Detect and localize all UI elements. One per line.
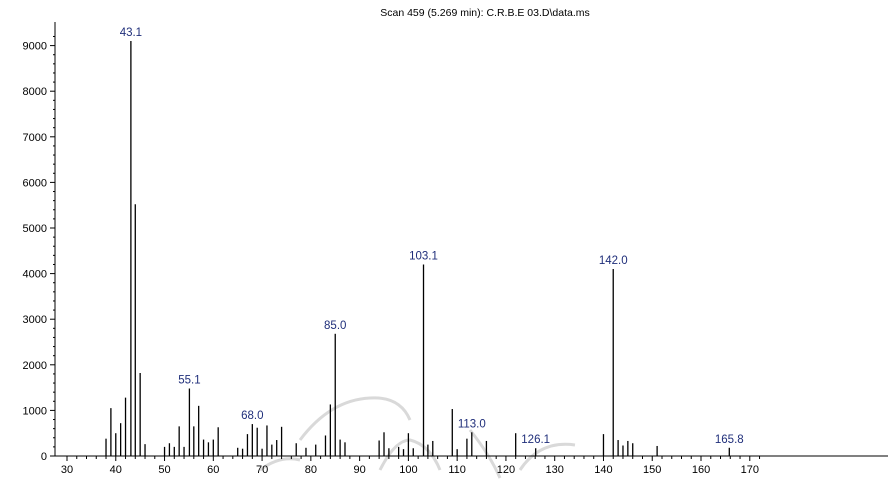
x-tick-label-40: 40 — [110, 464, 122, 476]
peak-label-43.1: 43.1 — [120, 27, 142, 39]
spectrum-peaks — [105, 41, 730, 456]
x-tick-label-30: 30 — [61, 464, 73, 476]
y-tick-label-1000: 1000 — [23, 405, 47, 417]
x-tick-label-140: 140 — [594, 464, 612, 476]
x-tick-label-100: 100 — [399, 464, 417, 476]
peak-label-165.8: 165.8 — [715, 434, 744, 446]
peak-labels: 43.1 55.1 68.0 85.0 103.1 113.0 126.1 142.0 165.… — [120, 27, 744, 446]
x-tick-label-110: 110 — [448, 464, 466, 476]
peak-label-103.1: 103.1 — [409, 250, 438, 262]
peak-label-55.1: 55.1 — [178, 375, 200, 387]
y-tick-label-7000: 7000 — [23, 132, 47, 144]
x-tick-label-120: 120 — [497, 464, 515, 476]
x-tick-label-60: 60 — [207, 464, 219, 476]
y-tick-label-8000: 8000 — [23, 86, 47, 98]
x-tick-label-150: 150 — [643, 464, 661, 476]
chart-axes: 0 1000 2000 3000 4000 5000 6000 7000 8000 9000 30 4… — [23, 22, 888, 476]
x-tick-label-80: 80 — [305, 464, 317, 476]
peak-label-126.1: 126.1 — [521, 434, 550, 446]
peak-label-85.0: 85.0 — [324, 320, 346, 332]
x-tick-label-160: 160 — [692, 464, 710, 476]
x-tick-label-90: 90 — [353, 464, 365, 476]
peak-label-142.0: 142.0 — [599, 255, 628, 267]
y-tick-label-5000: 5000 — [23, 223, 47, 235]
x-tick-label-130: 130 — [546, 464, 564, 476]
y-tick-label-2000: 2000 — [23, 360, 47, 372]
y-tick-label-0: 0 — [41, 451, 47, 463]
y-tick-label-3000: 3000 — [23, 314, 47, 326]
x-tick-label-170: 170 — [741, 464, 759, 476]
y-tick-label-6000: 6000 — [23, 177, 47, 189]
peak-label-68.0: 68.0 — [241, 410, 263, 422]
y-tick-label-9000: 9000 — [23, 41, 47, 53]
chart-title: Scan 459 (5.269 min): C.R.B.E 03.D\data.… — [380, 7, 590, 19]
peak-label-113.0: 113.0 — [458, 418, 486, 430]
x-tick-label-70: 70 — [256, 464, 268, 476]
x-tick-label-50: 50 — [158, 464, 170, 476]
y-tick-label-4000: 4000 — [23, 269, 47, 281]
